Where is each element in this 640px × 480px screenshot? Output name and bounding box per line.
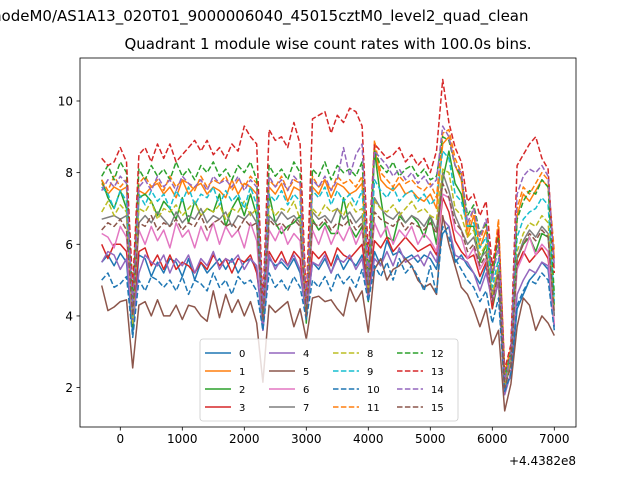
legend-label-10: 10 (367, 385, 380, 396)
legend-label-5: 5 (303, 367, 309, 378)
series-line-1 (101, 136, 556, 378)
series-line-3 (101, 196, 556, 385)
legend-label-15: 15 (431, 403, 444, 414)
series-line-8 (101, 168, 556, 385)
series-line-10 (101, 225, 556, 392)
legend-label-12: 12 (431, 349, 444, 360)
series-line-7 (101, 171, 556, 389)
legend-box (199, 338, 459, 422)
y-tick-label: 8 (65, 166, 73, 180)
legend-label-1: 1 (239, 367, 245, 378)
series-line-4 (101, 218, 556, 396)
series-line-5 (100, 214, 555, 412)
x-tick-label: 6000 (477, 432, 508, 446)
legend-label-14: 14 (431, 385, 444, 396)
x-tick-label: 5000 (415, 432, 446, 446)
series-line-12 (101, 136, 556, 378)
legend-label-0: 0 (239, 349, 245, 360)
legend-label-11: 11 (367, 403, 380, 414)
x-tick-label: 1000 (167, 432, 198, 446)
legend-label-7: 7 (303, 403, 309, 414)
axes-layer: 0 1000 2000 3000 4000 5000 6000 7000246810+4.43… (58, 57, 577, 468)
y-tick-label: 10 (58, 94, 73, 108)
x-offset-label: +4.4382e8 (509, 454, 576, 468)
legend-label-9: 9 (367, 367, 373, 378)
x-tick-label: 2000 (229, 432, 260, 446)
x-tick-label: 0 (116, 432, 124, 446)
series-layer (100, 78, 556, 412)
series-line-13 (101, 78, 556, 371)
chart-title: Quadrant 1 module wise count rates with … (124, 35, 532, 53)
legend-label-6: 6 (303, 385, 309, 396)
legend-label-13: 13 (431, 367, 444, 378)
series-line-14 (101, 125, 556, 382)
y-tick-label: 4 (65, 309, 73, 323)
x-tick-label: 4000 (353, 432, 384, 446)
series-line-6 (101, 193, 556, 389)
plot-frame (79, 57, 577, 428)
x-tick-label: 3000 (291, 432, 322, 446)
series-line-9 (101, 150, 556, 382)
legend-label-4: 4 (303, 349, 309, 360)
figure-suptitle: n file: modeM0/AS1A13_020T01_9000006040_… (0, 7, 529, 25)
x-tick-label: 7000 (539, 432, 570, 446)
legend-label-2: 2 (239, 385, 245, 396)
y-tick-label: 2 (65, 381, 73, 395)
y-tick-label: 6 (65, 238, 73, 252)
series-line-15 (101, 182, 556, 389)
legend-label-3: 3 (239, 403, 245, 414)
legend-label-8: 8 (367, 349, 373, 360)
